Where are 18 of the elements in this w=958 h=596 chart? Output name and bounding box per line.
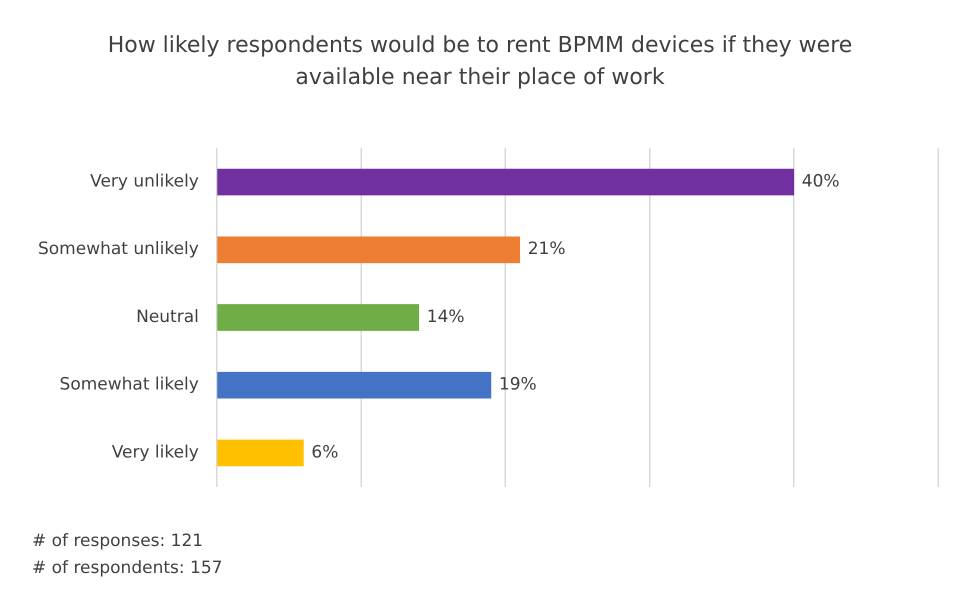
data-label: 6% [311,442,338,462]
y-tick-label: Very unlikely [90,171,199,192]
y-tick-label: Somewhat likely [60,374,199,395]
data-label: 40% [802,171,840,192]
data-label: 19% [498,374,537,395]
text: # of responses: 121 [32,530,204,553]
bar [217,372,492,399]
data-label: 21% [528,239,566,260]
data-label: 14% [426,306,465,327]
y-tick-label: Somewhat unlikely [38,239,199,260]
chart-title: How likely respondents would be to rent BPMM devices if they were available near their place of work [106,32,854,92]
bar [217,304,420,331]
bar [217,168,794,196]
y-tick-label: Very likely [112,442,199,462]
bar [217,236,520,264]
text: # of respondents: 157 [32,557,222,580]
y-tick-label: Neutral [136,306,199,327]
bar [217,440,304,466]
